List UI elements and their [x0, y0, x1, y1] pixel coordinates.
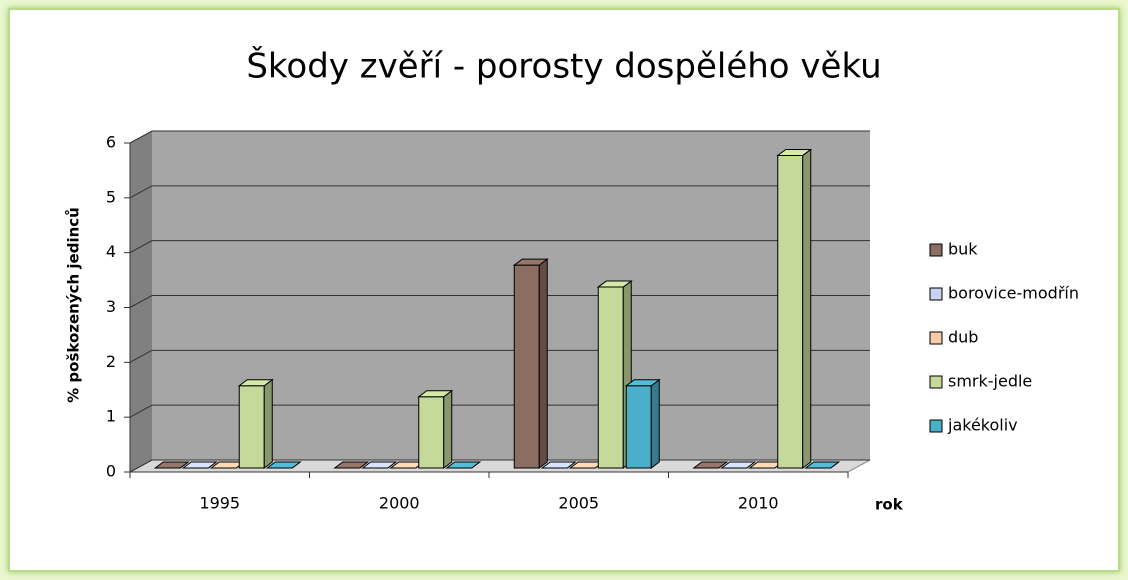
legend-label: smrk-jedle	[948, 372, 1032, 391]
y-tick-label: 1	[106, 407, 116, 426]
bar-top	[445, 461, 482, 469]
bar-front	[625, 385, 652, 469]
bar-side	[443, 389, 453, 469]
grid-line	[129, 185, 870, 199]
x-tick-label: 2005	[558, 494, 599, 513]
bar	[417, 389, 454, 469]
bar-top	[181, 461, 218, 469]
bar	[540, 461, 577, 469]
bar-top	[361, 461, 398, 469]
y-tick-label: 5	[106, 187, 116, 206]
bar-top	[237, 379, 274, 387]
bar-front	[238, 385, 265, 469]
bar-front	[513, 264, 540, 469]
bar	[804, 461, 841, 469]
bar-side	[650, 378, 660, 469]
bar-top	[596, 280, 633, 288]
x-tick-label: 2010	[738, 494, 779, 513]
bar-top	[804, 461, 841, 469]
x-tick-label: 2000	[379, 494, 420, 513]
bar-front	[418, 396, 445, 469]
bar	[181, 461, 218, 469]
y-tick-label: 6	[106, 133, 116, 152]
legend-swatch	[929, 287, 943, 301]
legend-swatch	[929, 419, 943, 433]
legend-swatch	[929, 331, 943, 345]
x-tick-label: 1995	[199, 494, 240, 513]
y-axis-label: % poškozených jedinců	[65, 207, 83, 403]
bar	[692, 461, 729, 469]
legend-label: buk	[948, 240, 978, 259]
bar-top	[417, 390, 454, 398]
bar-top	[153, 461, 190, 469]
bar	[265, 461, 302, 469]
bar-top	[265, 461, 302, 469]
bar	[361, 461, 398, 469]
y-tick-label: 3	[106, 297, 116, 316]
bar-top	[512, 258, 549, 266]
grid-line	[129, 130, 870, 144]
bar-top	[540, 461, 577, 469]
legend-label: jakékoliv	[947, 416, 1018, 435]
bar-front	[597, 286, 624, 469]
grid-line	[129, 240, 870, 254]
bar	[624, 378, 661, 469]
bar-front	[777, 154, 804, 469]
y-tick-label: 2	[106, 352, 116, 371]
chart-title: Škody zvěří - porosty dospělého věku	[246, 46, 881, 87]
bar-top	[720, 461, 757, 469]
bar	[776, 148, 813, 469]
bar	[153, 461, 190, 469]
bar-side	[802, 148, 812, 469]
bar	[237, 378, 274, 469]
legend-swatch	[929, 243, 943, 257]
legend-label: dub	[948, 328, 978, 347]
y-tick-label: 4	[106, 242, 116, 261]
bar	[720, 461, 757, 469]
bar	[512, 258, 549, 469]
bar	[445, 461, 482, 469]
bar-top	[333, 461, 370, 469]
bar-side	[263, 378, 273, 469]
bar	[333, 461, 370, 469]
bar-side	[538, 258, 548, 469]
legend-label: borovice-modřín	[948, 284, 1079, 303]
x-axis-label: rok	[875, 496, 904, 514]
bar-top	[692, 461, 729, 469]
legend-swatch	[929, 375, 943, 389]
bar-top	[624, 379, 661, 387]
y-tick-label: 0	[106, 462, 116, 481]
bar-top	[776, 148, 813, 156]
